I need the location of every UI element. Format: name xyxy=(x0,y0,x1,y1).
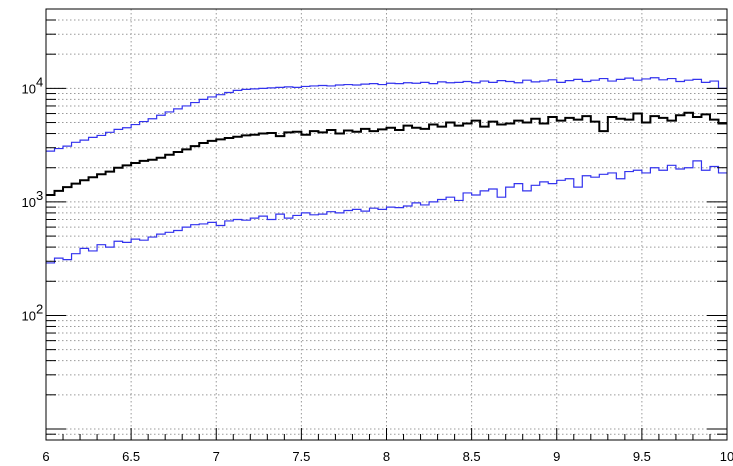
grid-layer xyxy=(45,8,728,441)
y-tick-label-exponent: 3 xyxy=(36,188,43,203)
x-tick-label: 9 xyxy=(553,449,560,464)
x-tick-label: 8 xyxy=(383,449,390,464)
y-tick-label-base: 10 xyxy=(22,308,36,323)
series-line-2 xyxy=(46,111,727,197)
series-line-1 xyxy=(46,77,727,152)
x-tick-label: 9.5 xyxy=(633,449,651,464)
x-tick-label: 10 xyxy=(720,449,733,464)
x-tick-label: 8.5 xyxy=(463,449,481,464)
x-tick-label: 7 xyxy=(213,449,220,464)
y-tick-label-exponent: 4 xyxy=(36,74,43,89)
series-layer xyxy=(46,77,727,264)
x-tick-label: 6.5 xyxy=(122,449,140,464)
y-tick-label: 10 2 xyxy=(22,301,44,323)
y-tick-label: 10 3 xyxy=(22,188,44,210)
series-line-3 xyxy=(46,160,727,264)
y-tick-label: 10 4 xyxy=(22,74,44,96)
x-tick-label: 6 xyxy=(42,449,49,464)
y-tick-label-base: 10 xyxy=(22,195,36,210)
x-tick-label: 7.5 xyxy=(292,449,310,464)
y-tick-label-base: 10 xyxy=(22,81,36,96)
tick-layer xyxy=(45,8,728,441)
y-tick-label-exponent: 2 xyxy=(36,301,43,316)
